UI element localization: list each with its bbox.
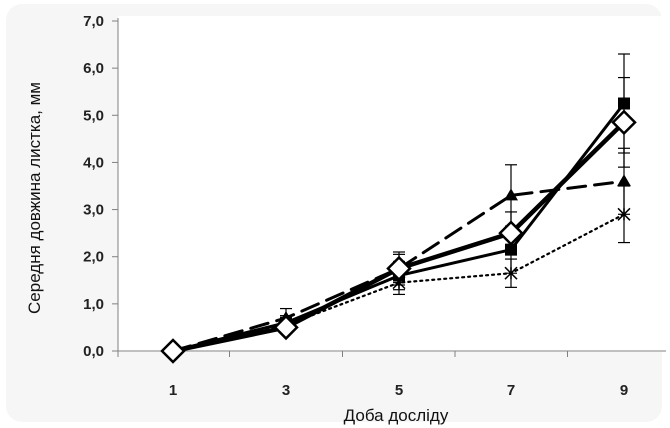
data-point-diamond	[160, 338, 186, 364]
x-tick-label: 3	[282, 382, 290, 399]
series-line-triangle	[171, 179, 626, 353]
y-axis-title: Середня довжина листка, мм	[25, 82, 44, 314]
x-tick-label: 9	[620, 382, 628, 399]
data-point-square	[505, 243, 517, 256]
y-tick-label: 2,0	[83, 249, 104, 266]
y-tick-label: 1,0	[83, 296, 104, 313]
x-tick-label: 1	[169, 382, 177, 399]
y-tick-label: 4,0	[83, 154, 104, 171]
series-line-diamond	[170, 120, 627, 354]
series-layer	[160, 53, 637, 364]
y-tick-label: 5,0	[83, 107, 104, 124]
plot-area	[118, 16, 666, 352]
data-point-diamond	[386, 255, 412, 282]
data-point-triangle	[504, 188, 518, 201]
data-point-triangle	[617, 174, 631, 187]
y-tick-label: 3,0	[83, 202, 104, 219]
data-point-diamond	[611, 109, 637, 136]
x-axis-title: Доба досліду	[344, 406, 449, 425]
axis-labels: Доба досліду Середня довжина листка, мм	[25, 82, 449, 425]
data-point-asterisk	[504, 266, 518, 280]
data-point-asterisk	[617, 207, 631, 221]
data-point-square	[618, 97, 630, 110]
series-line-square	[171, 102, 626, 353]
x-tick-label: 5	[395, 382, 403, 399]
y-tick-label: 7,0	[83, 13, 104, 30]
x-tick-label: 7	[507, 382, 515, 399]
data-point-diamond	[273, 314, 299, 341]
data-point-diamond	[498, 220, 524, 246]
y-tick-label: 0,0	[83, 343, 104, 360]
axes: 0,0 1,0 2,0 3,0 4,0 5,0 6,0 7,0 1 3 5 7 9	[83, 13, 666, 399]
y-tick-label: 6,0	[83, 60, 104, 77]
